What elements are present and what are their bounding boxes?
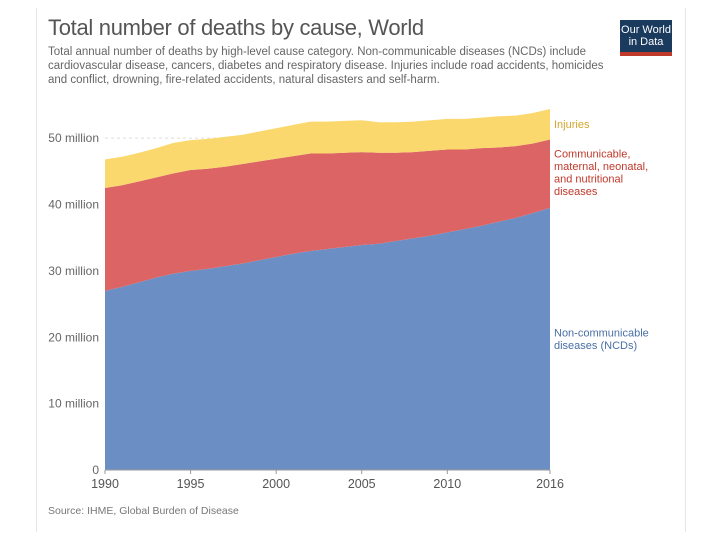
x-tick-label: 2005 [348, 477, 376, 491]
y-axis: 0 10 million 20 million 30 million 40 millio… [48, 131, 99, 477]
series-label-line: Non-communicable [554, 328, 649, 340]
y-tick-label: 10 million [48, 397, 99, 411]
series-label-line: Injuries [554, 119, 590, 131]
series-label: Communicable,maternal, neonatal,and nutr… [554, 149, 648, 199]
series-label-line: diseases [554, 186, 598, 198]
x-tick-label: 2000 [262, 477, 290, 491]
series-label-line: and nutritional [554, 174, 623, 186]
x-tick-label: 2010 [433, 477, 461, 491]
x-tick-label: 2016 [536, 477, 564, 491]
area-ncd[interactable] [105, 207, 550, 470]
source-note: Source: IHME, Global Burden of Disease [48, 505, 239, 517]
x-tick-label: 1990 [91, 477, 119, 491]
logo-line-2: in Data [628, 36, 664, 48]
y-tick-label: 30 million [48, 264, 99, 278]
area-communicable[interactable] [105, 139, 550, 291]
y-tick-label: 0 [92, 463, 99, 477]
series-label-line: maternal, neonatal, [554, 161, 648, 173]
logo-line-1: Our World [621, 24, 671, 36]
chart-subtitle: Total annual number of deaths by high-le… [48, 46, 604, 86]
series-label: Injuries [554, 119, 590, 131]
area-injuries[interactable] [105, 108, 550, 188]
y-tick-label: 20 million [48, 330, 99, 344]
series-label-line: diseases (NCDs) [554, 340, 637, 352]
series-label-line: Communicable, [554, 149, 630, 161]
x-axis: 1990 1995 2000 2005 2010 2016 [91, 469, 564, 491]
chart-title: Total number of deaths by cause, World [48, 15, 424, 40]
chart-areas [105, 108, 550, 470]
y-tick-label: 50 million [48, 131, 99, 145]
y-tick-label: 40 million [48, 198, 99, 212]
x-tick-label: 1995 [177, 477, 205, 491]
owid-logo[interactable]: Our World in Data [620, 20, 672, 56]
